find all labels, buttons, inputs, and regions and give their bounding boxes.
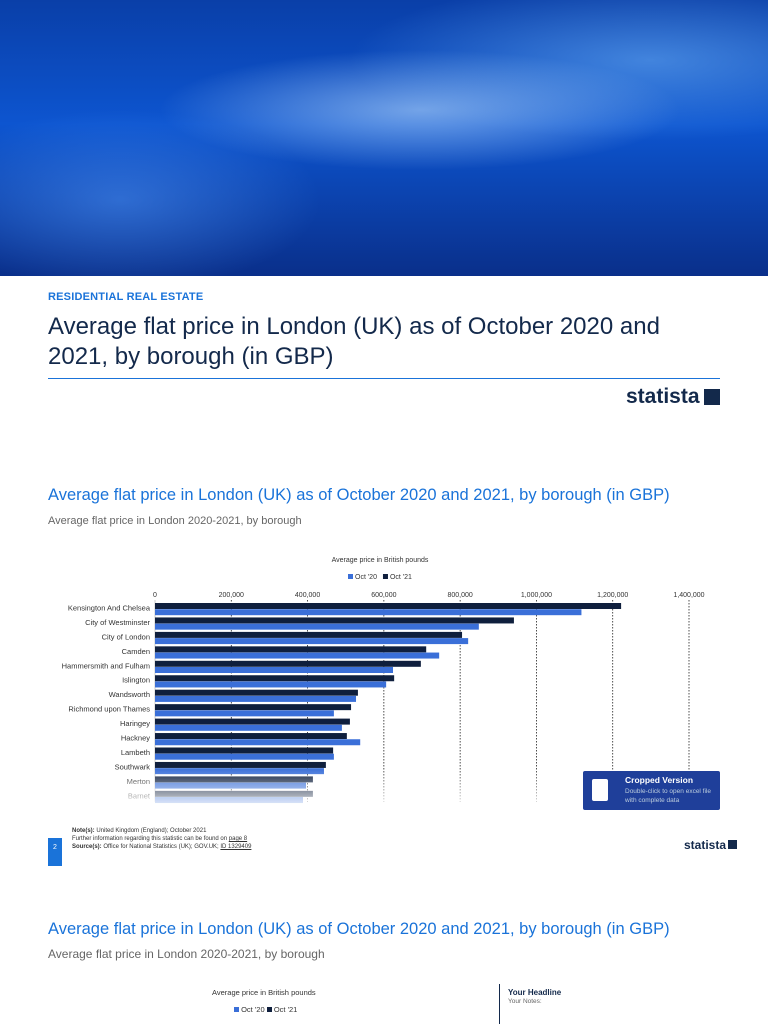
- next-chart-title: Average flat price in London (UK) as of …: [48, 920, 670, 938]
- notes-line: Note(s): United Kingdom (England); Octob…: [72, 827, 251, 835]
- further: Further information regarding this stati…: [72, 836, 228, 842]
- legend-swatch: [266, 1007, 272, 1012]
- bar: [155, 623, 479, 630]
- notes-placeholder: Your Notes:: [508, 998, 542, 1005]
- notes-label: Note(s):: [72, 828, 95, 834]
- bar: [155, 695, 357, 702]
- bar: [155, 689, 358, 696]
- legend-label: Oct '21: [390, 574, 412, 581]
- x-tick-label: 400,000: [295, 592, 320, 599]
- y-tick-label: Islington: [122, 676, 150, 685]
- y-tick-label: City of Westminster: [85, 618, 150, 627]
- y-tick-label: Wandsworth: [109, 690, 150, 699]
- header-image: [0, 0, 768, 276]
- y-tick-label: Lambeth: [121, 748, 150, 757]
- y-tick-label: Hammersmith and Fulham: [62, 661, 150, 670]
- y-tick-label: Camden: [122, 647, 150, 656]
- logo-text: statista: [626, 385, 700, 408]
- y-tick-label: Southwark: [115, 762, 151, 771]
- sources-label: Source(s):: [72, 844, 102, 850]
- bar: [155, 733, 347, 740]
- bar: [155, 660, 421, 667]
- sources: Office for National Statistics (UK); GOV…: [103, 844, 219, 850]
- bar: [155, 710, 334, 717]
- bar: [155, 609, 582, 616]
- bar: [155, 603, 622, 609]
- x-tick-label: 800,000: [447, 592, 472, 599]
- section-label: RESIDENTIAL REAL ESTATE: [48, 291, 204, 303]
- x-tick-label: 1,000,000: [521, 592, 552, 599]
- bar: [155, 761, 326, 768]
- next-chart-subtitle: Average flat price in London 2020-2021, …: [48, 947, 325, 961]
- bar: [155, 646, 427, 653]
- legend-swatch: [348, 574, 353, 579]
- legend-swatch: [234, 1007, 239, 1012]
- id-link[interactable]: ID 1329409: [220, 844, 252, 850]
- y-tick-label: Haringey: [120, 719, 150, 728]
- page-link[interactable]: page 8: [228, 836, 248, 842]
- excel-icon: [592, 779, 608, 801]
- y-tick-label: Richmond upon Thames: [68, 705, 150, 714]
- overlay-text: Double-click to open excel file with com…: [625, 788, 711, 804]
- bar: [155, 631, 463, 638]
- x-tick-label: 0: [153, 592, 157, 599]
- y-tick-label: City of London: [102, 632, 150, 641]
- cropped-version-button[interactable]: Cropped Version Double-click to open exc…: [583, 771, 720, 810]
- headline: Your Headline: [508, 988, 562, 997]
- footnotes: Note(s): United Kingdom (England); Octob…: [72, 827, 251, 851]
- y-tick-label: Hackney: [121, 734, 150, 743]
- y-tick-label: Kensington And Chelsea: [68, 603, 151, 612]
- bar: [155, 652, 440, 659]
- axis-title: Average price in British pounds: [332, 557, 429, 564]
- footer-logo-text: statista: [684, 838, 727, 852]
- footer-logo: statista: [684, 838, 738, 852]
- bar: [155, 675, 395, 682]
- x-tick-label: 1,400,000: [673, 592, 704, 599]
- logo: statista: [626, 385, 720, 409]
- x-tick-label: 600,000: [371, 592, 396, 599]
- bar: [155, 617, 514, 624]
- next-legend: Oct '20 Oct '21: [234, 1005, 297, 1014]
- sources-line: Source(s): Office for National Statistic…: [72, 843, 251, 851]
- bar: [155, 681, 387, 688]
- legend-label: Oct '20: [355, 574, 377, 581]
- bar: [155, 704, 352, 711]
- footer-logo-mark: [728, 840, 738, 849]
- logo-mark: [703, 389, 720, 405]
- chart-subtitle: Average flat price in London 2020-2021, …: [48, 515, 302, 527]
- bar: [155, 667, 394, 673]
- legend-label: Oct '21: [273, 1005, 298, 1014]
- chart-title: Average flat price in London (UK) as of …: [48, 486, 670, 504]
- bar: [155, 739, 361, 746]
- overlay-title: Cropped Version: [625, 775, 694, 785]
- legend-swatch: [382, 574, 388, 579]
- x-tick-label: 1,200,000: [597, 592, 628, 599]
- page-number: 2: [48, 838, 62, 866]
- page-title: Average flat price in London (UK) as of …: [48, 313, 660, 370]
- bar: [155, 724, 342, 731]
- bar: [155, 753, 334, 760]
- notes: United Kingdom (England); October 2021: [96, 828, 207, 834]
- bar: [155, 638, 469, 645]
- divider: [48, 378, 720, 379]
- legend-label: Oct '20: [241, 1005, 265, 1014]
- next-axis-title: Average price in British pounds: [212, 988, 316, 997]
- x-tick-label: 200,000: [219, 592, 244, 599]
- further-line: Further information regarding this stati…: [72, 835, 251, 843]
- bar: [155, 747, 334, 754]
- divider: [499, 984, 500, 1024]
- bar: [155, 718, 350, 725]
